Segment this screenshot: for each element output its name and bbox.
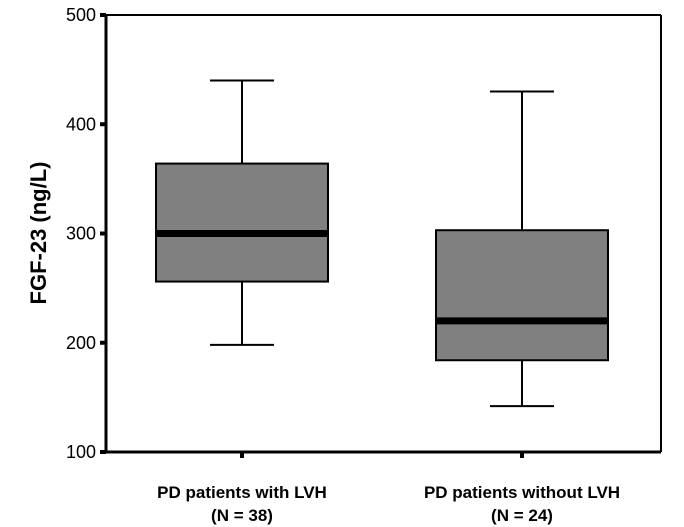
box-iqr: [435, 229, 609, 362]
y-tick-label: 500: [66, 5, 96, 25]
y-tick-label: 400: [66, 114, 96, 134]
box-iqr: [155, 162, 329, 283]
y-axis-label: FGF-23 (ng/L): [26, 162, 51, 305]
x-category-label: PD patients without LVH: [424, 483, 620, 502]
y-tick-label: 300: [66, 224, 96, 244]
y-tick-label: 200: [66, 333, 96, 353]
x-category-n-label: (N = 38): [211, 506, 273, 525]
plot-area: 100 200 300 400 500 PD patients with LVH (N = …: [66, 5, 662, 525]
y-tick-label: 100: [66, 442, 96, 462]
x-category-n-label: (N = 24): [491, 506, 553, 525]
x-category-label: PD patients with LVH: [157, 483, 327, 502]
